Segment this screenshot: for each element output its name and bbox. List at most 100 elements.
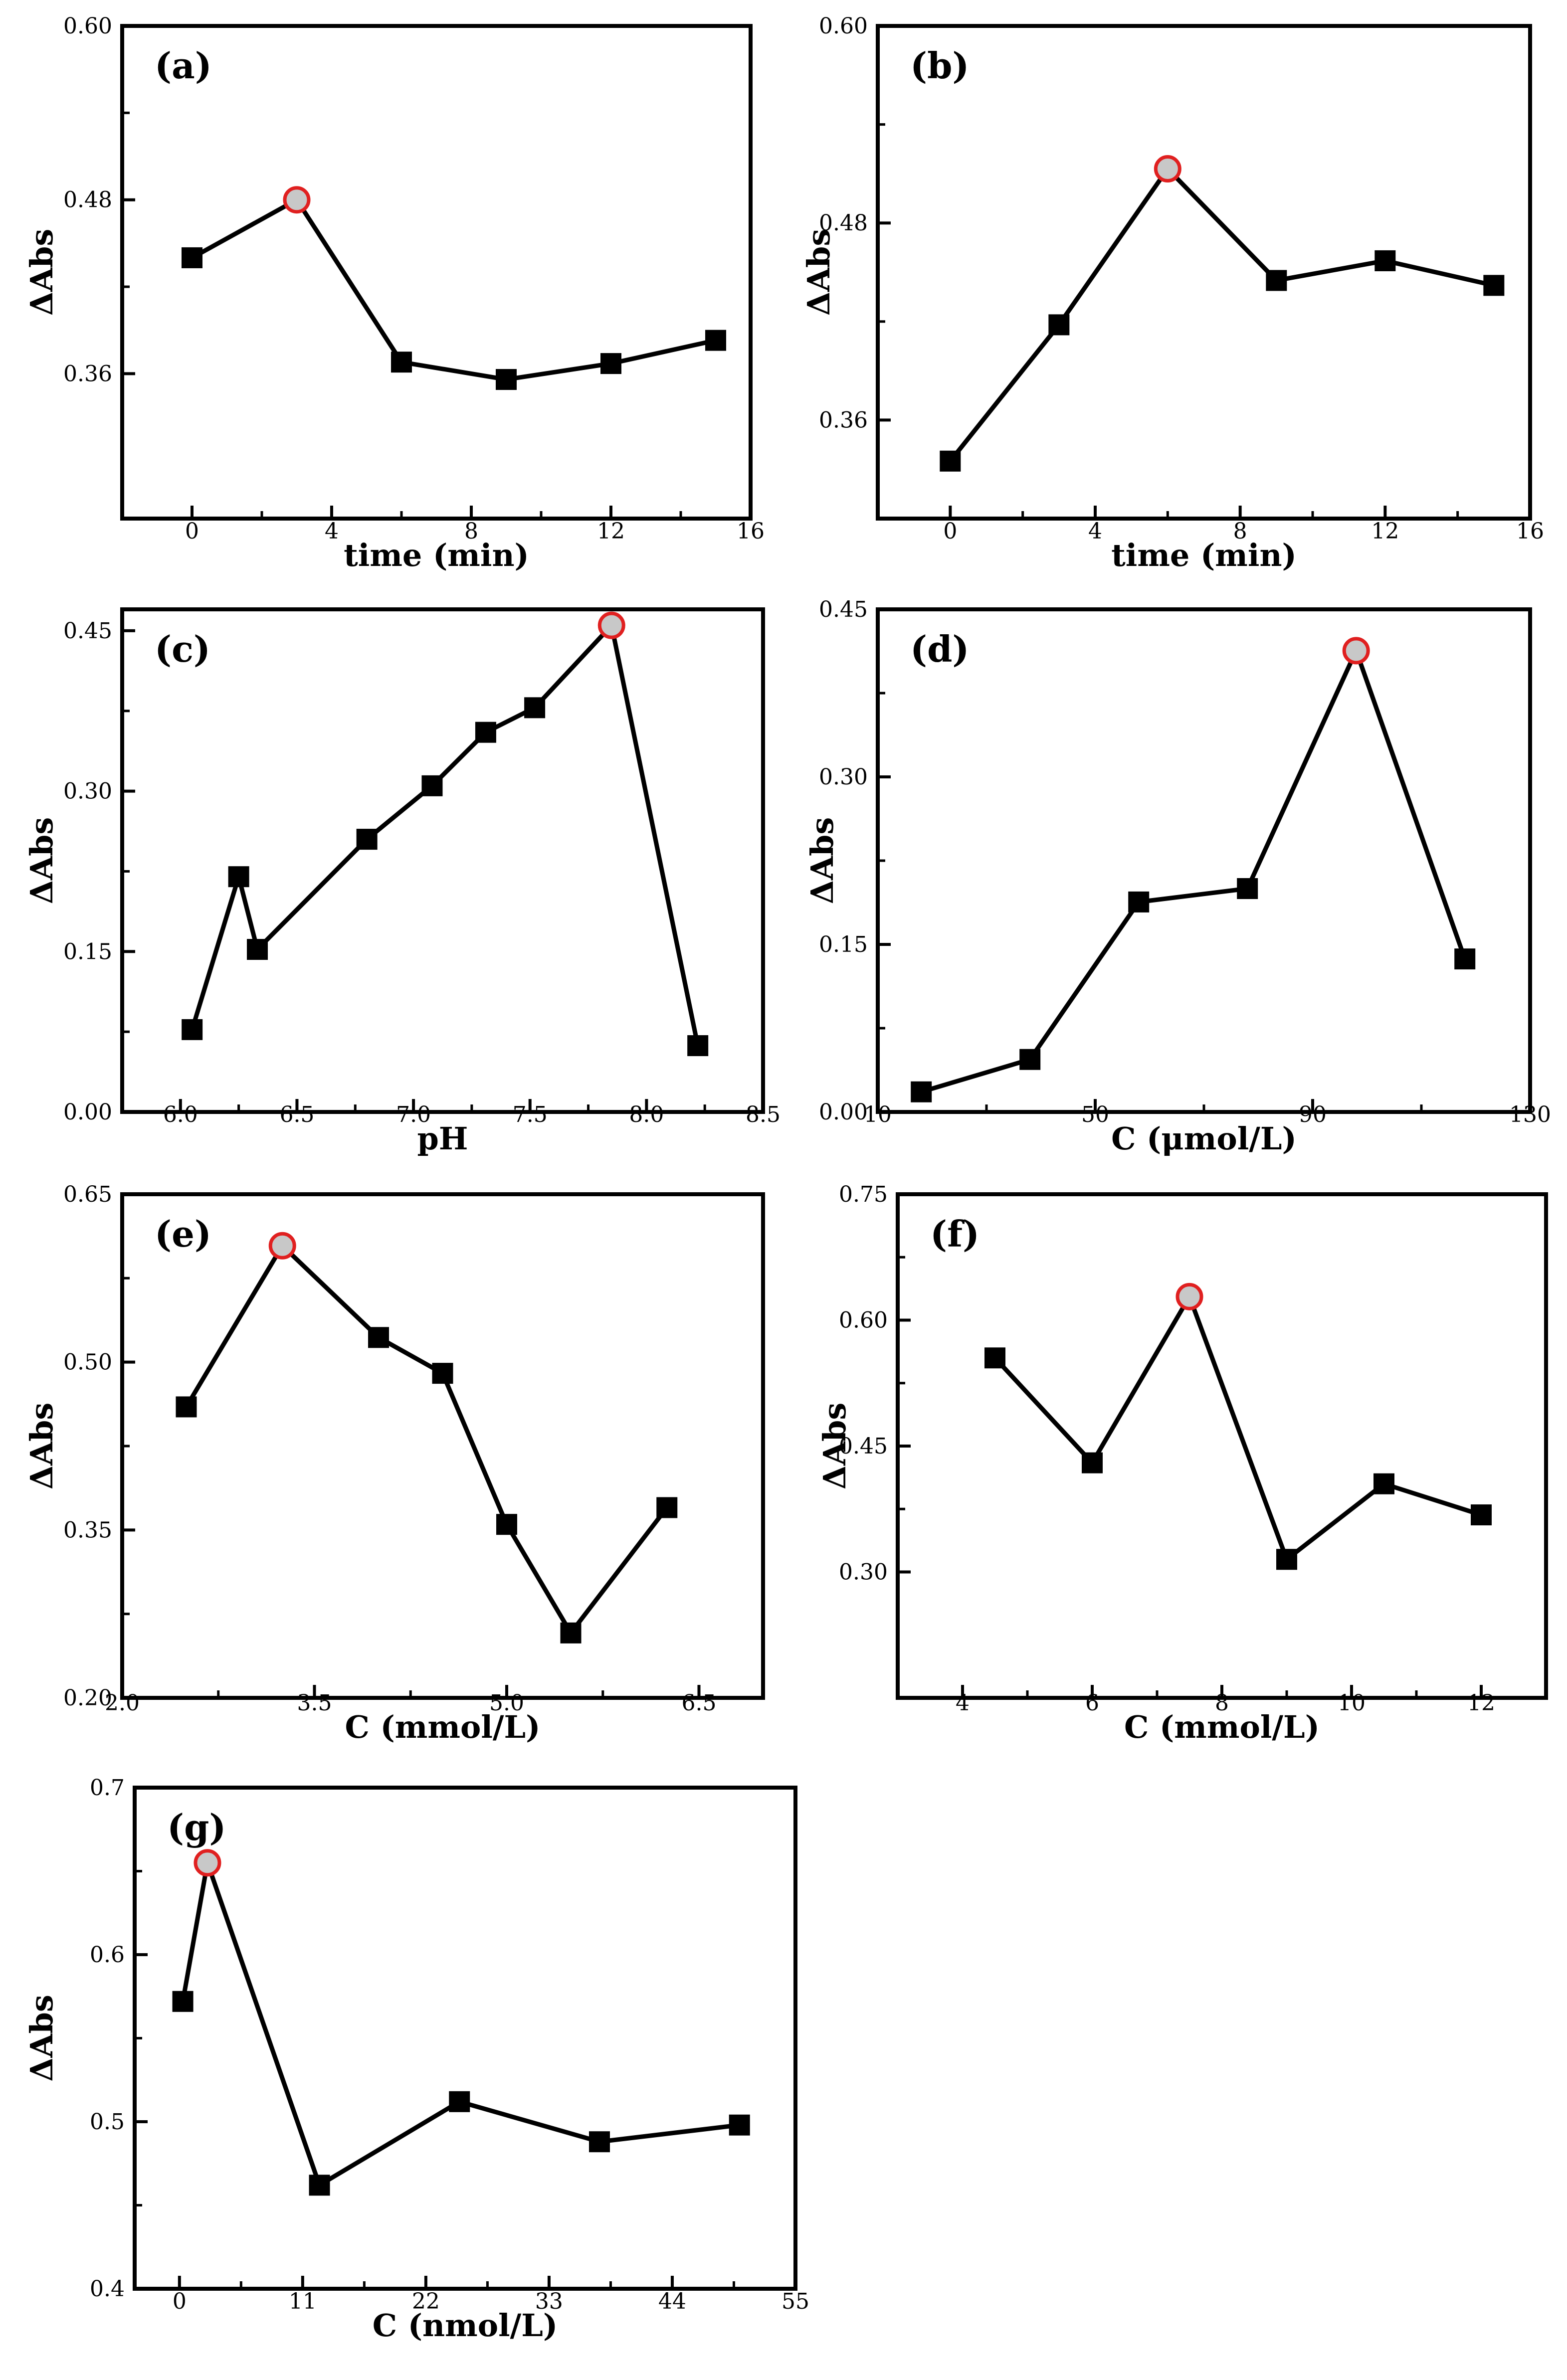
x-axis-label: C (mmol/L) [1124,1709,1320,1745]
y-tick-label: 0.20 [63,1685,112,1711]
data-point-marker [1082,1452,1103,1473]
x-tick-label: 16 [1516,519,1544,544]
x-axis-label: pH [417,1120,468,1157]
data-point-marker [182,247,202,268]
plot-area [898,1194,1546,1698]
panel-f: 4 6 8 10 12 0.30 0.45 0.60 0.75 (f) C (mmol/L) ΔAbs [816,1182,1548,1745]
data-point-marker [309,2175,330,2196]
panel-c: 6.0 6.5 7.0 7.5 8.0 8.50.000.150.300.45 (c)pHΔ… [23,607,781,1157]
data-point-marker [172,1991,194,2012]
y-tick-label: 0.30 [839,1560,888,1585]
y-axis-label: ΔAbs [23,817,60,904]
data-point-marker [687,1035,709,1057]
x-tick-label: 90 [1299,1102,1327,1127]
x-tick-label: 12 [1371,519,1399,544]
x-tick-label: 6.5 [682,1690,717,1716]
data-point-marker [600,353,621,374]
y-tick-label: 0.15 [819,932,868,957]
x-tick-label: 0 [173,2289,187,2314]
optimum-point-marker [268,1232,296,1260]
data-point-marker [432,1363,453,1384]
x-tick-label: 11 [289,2289,317,2314]
data-point-marker [1266,270,1287,291]
plot-area [122,26,751,519]
plot-frame [133,1786,797,2291]
y-tick-label: 0.36 [819,407,868,433]
x-tick-label: 6 [1085,1690,1099,1716]
y-tick-label: 0.6 [90,1942,125,1968]
x-tick-label: 8 [464,519,478,544]
data-point-marker [176,1396,197,1418]
y-tick-label: 0.50 [63,1350,112,1375]
x-tick-label: 8.0 [629,1102,664,1127]
panel-letter: (d) [910,628,969,670]
optimum-point-marker [283,186,311,214]
x-axis-label: C (nmol/L) [373,2307,558,2344]
optimum-point-marker [194,1849,221,1877]
x-tick-label: 33 [535,2289,563,2314]
x-tick-label: 0 [943,519,957,544]
y-tick-label: 0.75 [839,1182,888,1207]
x-tick-label: 5.0 [489,1690,524,1716]
y-tick-label: 0.00 [819,1099,868,1125]
x-tick-label: 0 [185,519,199,544]
series-line [993,1294,1482,1562]
y-tick-label: 0.60 [839,1308,888,1333]
data-point-marker [524,697,546,719]
data-point-marker [1048,314,1070,336]
x-axis-label: time (min) [344,537,529,573]
y-tick-label: 0.15 [63,939,112,964]
y-tick-label: 0.5 [90,2109,125,2135]
y-axis-label: ΔAbs [23,1995,60,2081]
series-line [181,1860,740,2188]
data-point-marker [475,722,496,743]
x-tick-label: 3.5 [297,1690,332,1716]
data-point-marker [911,1081,932,1102]
x-tick-label: 55 [782,2289,809,2314]
panel-b: 0 4 8 12 16 0.36 0.48 0.60 (b) time (min) ΔAbs [800,13,1544,573]
x-tick-label: 6.5 [279,1102,314,1127]
data-point-marker [1237,878,1258,899]
data-point-marker [391,352,412,373]
data-point-marker [228,866,249,888]
panel-letter: (c) [155,628,210,670]
x-tick-label: 12 [1467,1690,1495,1716]
data-point-marker [421,775,443,796]
x-tick-label: 22 [412,2289,440,2314]
data-point-marker [1454,948,1476,970]
data-point-marker [1483,275,1505,296]
panel-letter: (e) [155,1213,211,1255]
y-tick-label: 0.7 [90,1775,125,1801]
data-point-marker [247,939,268,960]
data-point-marker [496,369,517,390]
x-tick-label: 8 [1233,519,1247,544]
x-tick-label: 10 [1338,1690,1366,1716]
optimum-point-marker [1154,155,1181,183]
x-axis-label: C (mmol/L) [345,1709,541,1745]
panel-g: 0 11 22 33 44 55 0.4 0.5 0.6 0.7 (g) C (nmol/L) ΔAbs [23,1775,809,2344]
x-tick-label: 7.0 [396,1102,431,1127]
plot-frame [896,1192,1548,1700]
data-point-marker [656,1497,678,1518]
plot-frame [876,24,1532,521]
panel-letter: (a) [155,44,212,87]
y-tick-label: 0.65 [63,1182,112,1207]
x-tick-label: 4 [1088,519,1102,544]
x-tick-label: 8 [1215,1690,1229,1716]
data-point-marker [729,2114,750,2136]
plot-area [122,609,763,1112]
y-tick-label: 0.60 [819,13,868,39]
data-point-marker [588,2131,610,2153]
plot-area [878,26,1530,519]
y-tick-label: 0.00 [63,1099,112,1125]
x-tick-label: 4 [325,519,339,544]
panel-a: 0 4 8 12 16 0.36 0.48 0.60 (a) time (min) ΔAbs [23,13,765,573]
plot-area [122,1194,763,1698]
plot-frame [876,607,1532,1114]
y-tick-label: 0.35 [63,1517,112,1543]
x-axis-label: time (min) [1111,537,1297,573]
series-line [948,167,1495,463]
data-point-marker [496,1514,517,1535]
data-point-marker [449,2091,470,2112]
